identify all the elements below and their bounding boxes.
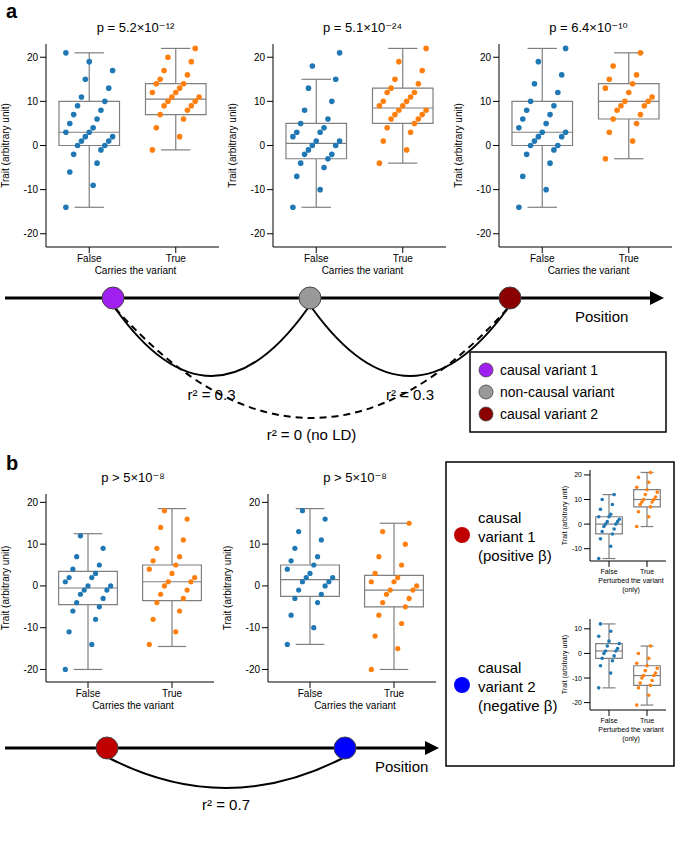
svg-text:True: True bbox=[619, 253, 640, 264]
svg-text:Trait (arbitrary unit): Trait (arbitrary unit) bbox=[8, 103, 11, 188]
svg-text:-20: -20 bbox=[251, 228, 266, 239]
svg-text:a: a bbox=[8, 0, 18, 22]
svg-text:(negative β): (negative β) bbox=[478, 697, 558, 714]
svg-text:causal variant 1: causal variant 1 bbox=[500, 362, 598, 378]
html-text:Perturbed the variant: Perturbed the variant bbox=[598, 577, 664, 584]
svg-text:10: 10 bbox=[480, 96, 492, 107]
svg-text:0: 0 bbox=[254, 580, 260, 591]
svg-text:True: True bbox=[162, 688, 183, 699]
svg-text:r² = 0.7: r² = 0.7 bbox=[202, 796, 250, 813]
html-text:(only): (only) bbox=[622, 735, 640, 742]
html-text:Carries the variant: Carries the variant bbox=[94, 265, 177, 276]
svg-text:(positive β): (positive β) bbox=[478, 547, 552, 564]
html-text:Carries the variant: Carries the variant bbox=[321, 265, 404, 276]
svg-text:-20: -20 bbox=[24, 664, 39, 675]
svg-text:causal: causal bbox=[478, 659, 521, 676]
svg-text:True: True bbox=[640, 568, 654, 575]
svg-text:Trait (arbitrary unit): Trait (arbitrary unit) bbox=[8, 546, 11, 631]
svg-text:False: False bbox=[600, 568, 617, 575]
html-text:p > 5×10⁻⁸: p > 5×10⁻⁸ bbox=[101, 470, 165, 485]
svg-text:-20: -20 bbox=[572, 699, 582, 706]
svg-text:False: False bbox=[304, 253, 329, 264]
svg-text:0: 0 bbox=[578, 521, 582, 528]
svg-text:b: b bbox=[8, 452, 18, 474]
svg-text:causal variant 2: causal variant 2 bbox=[500, 406, 598, 422]
svg-text:False: False bbox=[600, 717, 617, 724]
svg-text:Trait (arbitrary unit): Trait (arbitrary unit) bbox=[453, 103, 464, 188]
html-text:(only): (only) bbox=[622, 586, 640, 593]
svg-text:False: False bbox=[76, 688, 101, 699]
svg-text:20: 20 bbox=[27, 52, 39, 63]
html-text:Carries the variant: Carries the variant bbox=[314, 700, 396, 711]
svg-text:10: 10 bbox=[249, 539, 261, 550]
svg-text:-10: -10 bbox=[24, 622, 39, 633]
html-text:p = 6.4×10⁻¹⁰: p = 6.4×10⁻¹⁰ bbox=[549, 20, 628, 35]
svg-text:True: True bbox=[393, 253, 414, 264]
svg-text:0: 0 bbox=[578, 650, 582, 657]
svg-text:10: 10 bbox=[27, 96, 39, 107]
svg-text:True: True bbox=[640, 717, 654, 724]
svg-text:True: True bbox=[166, 253, 187, 264]
svg-text:10: 10 bbox=[574, 625, 582, 632]
svg-text:0: 0 bbox=[485, 140, 491, 151]
svg-text:10: 10 bbox=[27, 539, 39, 550]
svg-text:20: 20 bbox=[574, 471, 582, 478]
svg-text:Trait (arbitrary unit): Trait (arbitrary unit) bbox=[222, 546, 233, 631]
svg-text:Position: Position bbox=[375, 758, 428, 775]
svg-text:r² = 0 (no LD): r² = 0 (no LD) bbox=[267, 426, 357, 443]
svg-text:-10: -10 bbox=[251, 184, 266, 195]
svg-text:r² = 0.3: r² = 0.3 bbox=[187, 386, 236, 403]
svg-text:10: 10 bbox=[574, 496, 582, 503]
svg-text:causal: causal bbox=[478, 509, 521, 526]
svg-text:False: False bbox=[298, 688, 323, 699]
svg-text:-20: -20 bbox=[24, 228, 39, 239]
svg-text:variant 1: variant 1 bbox=[478, 528, 536, 545]
html-text:Carries the variant: Carries the variant bbox=[92, 700, 174, 711]
svg-text:0: 0 bbox=[32, 140, 38, 151]
svg-text:Position: Position bbox=[575, 308, 628, 325]
svg-text:20: 20 bbox=[27, 497, 39, 508]
svg-text:10: 10 bbox=[254, 96, 266, 107]
svg-text:-10: -10 bbox=[572, 675, 582, 682]
html-text:p = 5.2×10⁻¹²: p = 5.2×10⁻¹² bbox=[96, 20, 175, 35]
html-text:p = 5.1×10⁻²⁴: p = 5.1×10⁻²⁴ bbox=[323, 20, 402, 35]
svg-text:20: 20 bbox=[249, 497, 261, 508]
svg-text:False: False bbox=[530, 253, 555, 264]
html-text:p > 5×10⁻⁸: p > 5×10⁻⁸ bbox=[323, 470, 387, 485]
svg-text:variant 2: variant 2 bbox=[478, 678, 536, 695]
svg-text:Trait (arbitrary unit): Trait (arbitrary unit) bbox=[561, 486, 569, 545]
svg-text:-20: -20 bbox=[246, 664, 261, 675]
svg-text:20: 20 bbox=[480, 52, 492, 63]
svg-text:False: False bbox=[77, 253, 102, 264]
svg-text:0: 0 bbox=[259, 140, 265, 151]
html-text:Perturbed the variant: Perturbed the variant bbox=[598, 726, 664, 733]
svg-text:r² = 0.3: r² = 0.3 bbox=[386, 386, 434, 403]
svg-text:-10: -10 bbox=[572, 545, 582, 552]
svg-text:20: 20 bbox=[254, 52, 266, 63]
svg-text:True: True bbox=[384, 688, 405, 699]
svg-text:Trait (arbitrary unit): Trait (arbitrary unit) bbox=[227, 103, 238, 188]
svg-text:non-causal variant: non-causal variant bbox=[500, 384, 615, 400]
svg-text:-10: -10 bbox=[24, 184, 39, 195]
svg-text:-10: -10 bbox=[246, 622, 261, 633]
html-text:Carries the variant: Carries the variant bbox=[547, 265, 630, 276]
svg-text:-20: -20 bbox=[477, 228, 492, 239]
svg-text:-10: -10 bbox=[477, 184, 492, 195]
svg-text:Trait (arbitrary unit): Trait (arbitrary unit) bbox=[561, 635, 569, 694]
svg-text:0: 0 bbox=[32, 580, 38, 591]
